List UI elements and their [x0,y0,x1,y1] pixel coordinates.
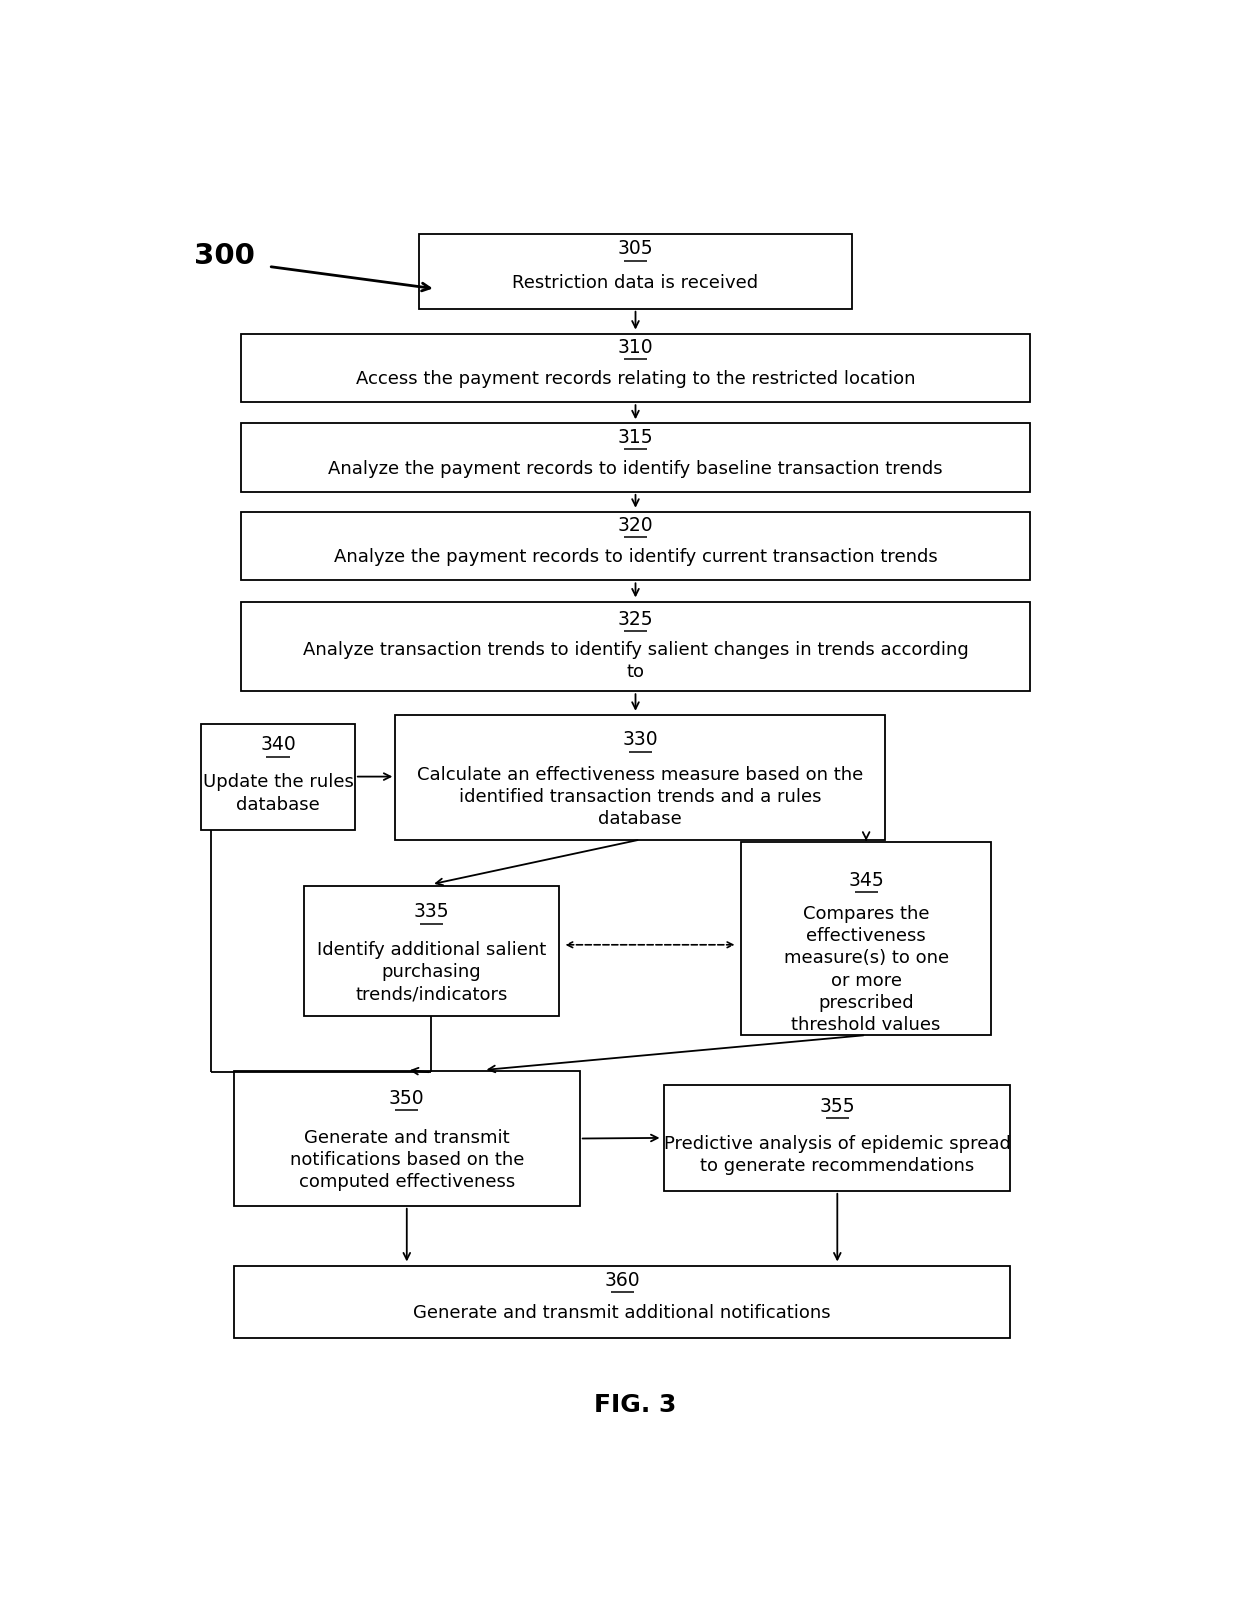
Text: 330: 330 [622,730,658,749]
Bar [304,885,559,1016]
Text: Generate and transmit
notifications based on the
computed effectiveness: Generate and transmit notifications base… [290,1129,525,1191]
Bar [234,1265,1011,1338]
Bar [665,1086,1011,1191]
Bar [396,715,885,840]
Text: 300: 300 [193,243,254,270]
Text: 350: 350 [389,1089,424,1108]
Text: 345: 345 [848,870,884,890]
Text: 355: 355 [820,1097,856,1116]
Text: 320: 320 [618,516,653,536]
Text: Generate and transmit additional notifications: Generate and transmit additional notific… [413,1304,831,1322]
Text: Analyze transaction trends to identify salient changes in trends according
to: Analyze transaction trends to identify s… [303,641,968,681]
Bar [242,424,1029,492]
Text: 360: 360 [604,1270,640,1290]
Text: 310: 310 [618,338,653,358]
Text: Analyze the payment records to identify current transaction trends: Analyze the payment records to identify … [334,549,937,566]
Text: Identify additional salient
purchasing
trends/indicators: Identify additional salient purchasing t… [316,940,546,1003]
Bar [242,511,1029,581]
Text: 325: 325 [618,610,653,629]
Bar [242,602,1029,691]
Bar [234,1071,580,1205]
Text: 315: 315 [618,427,653,447]
Bar [742,841,991,1036]
Text: 340: 340 [260,735,296,754]
Bar [419,235,852,309]
Text: 305: 305 [618,239,653,259]
Text: Predictive analysis of epidemic spread
to generate recommendations: Predictive analysis of epidemic spread t… [663,1134,1011,1175]
Text: Access the payment records relating to the restricted location: Access the payment records relating to t… [356,371,915,388]
Text: Calculate an effectiveness measure based on the
identified transaction trends an: Calculate an effectiveness measure based… [417,765,863,828]
Bar [242,333,1029,403]
Text: Analyze the payment records to identify baseline transaction trends: Analyze the payment records to identify … [329,460,942,477]
Text: Update the rules
database: Update the rules database [202,773,353,814]
Bar [201,723,355,830]
Text: 335: 335 [413,903,449,921]
Text: Restriction data is received: Restriction data is received [512,275,759,293]
Text: Compares the
effectiveness
measure(s) to one
or more
prescribed
threshold values: Compares the effectiveness measure(s) to… [784,904,949,1034]
Text: FIG. 3: FIG. 3 [594,1393,677,1417]
